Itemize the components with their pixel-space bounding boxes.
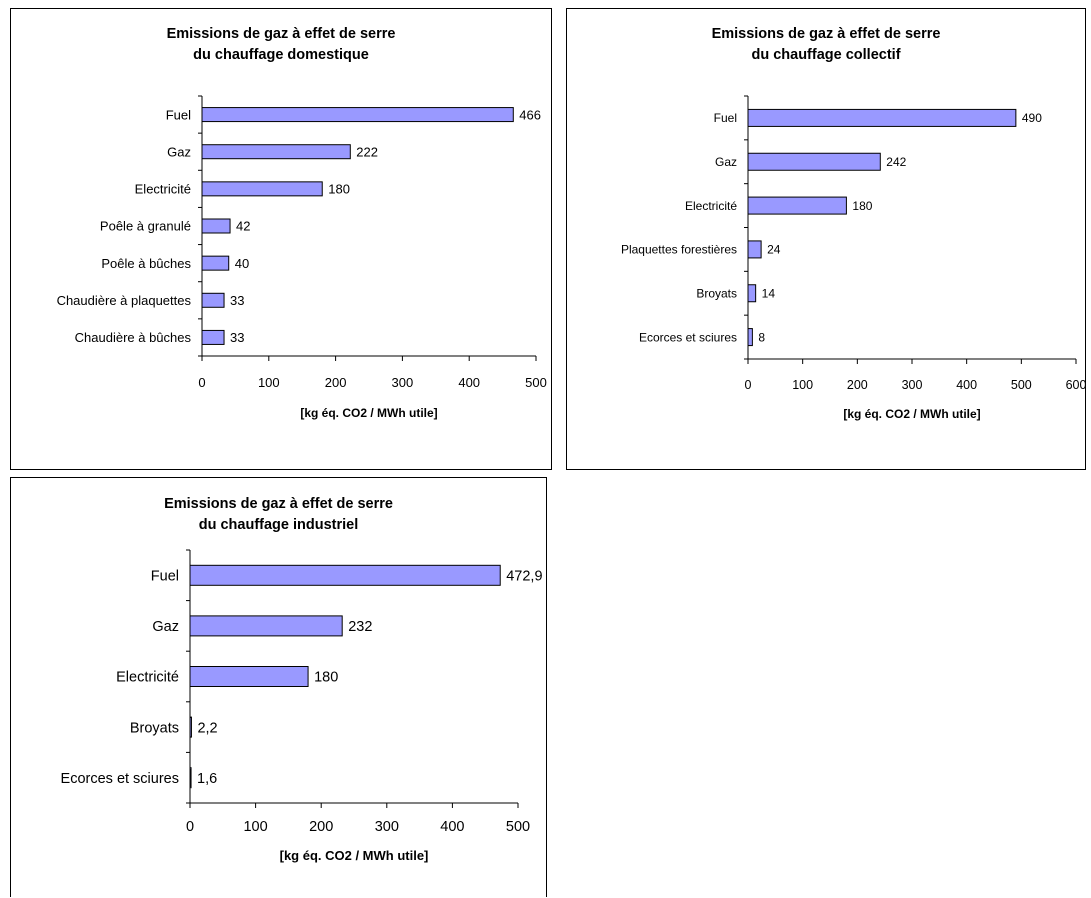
x-tick-label: 100 — [258, 375, 280, 390]
bar — [189, 767, 192, 789]
x-tick-label: 300 — [392, 375, 414, 390]
x-axis-title: [kg éq. CO2 / MWh utile] — [300, 406, 437, 420]
data-label: 242 — [886, 155, 906, 169]
chart-title-line-2: du chauffage industriel — [198, 517, 359, 533]
chart-title: Emissions de gaz à effet de serre du cha… — [11, 494, 546, 536]
data-label: 222 — [356, 144, 378, 159]
chart-title-line-1: Emissions de gaz à effet de serre — [164, 496, 393, 512]
bar — [201, 329, 225, 345]
x-tick-label: 100 — [243, 819, 267, 835]
x-tick-label: 300 — [375, 819, 399, 835]
chart-title-line-2: du chauffage collectif — [751, 47, 901, 63]
data-label: 472,9 — [506, 569, 542, 585]
data-label: 42 — [236, 219, 250, 234]
bar — [189, 615, 343, 637]
x-axis-title: [kg éq. CO2 / MWh utile] — [843, 407, 980, 421]
x-tick-label: 300 — [902, 378, 923, 392]
bar — [201, 255, 230, 271]
data-label: 14 — [762, 287, 776, 301]
bar — [747, 108, 1017, 127]
data-label: 24 — [767, 243, 781, 257]
x-tick-label: 0 — [745, 378, 752, 392]
data-label: 1,6 — [197, 771, 217, 787]
x-tick-label: 0 — [198, 375, 205, 390]
x-tick-label: 500 — [506, 819, 530, 835]
category-label: Chaudière à bûches — [75, 330, 192, 345]
chart-panel-industriel: Emissions de gaz à effet de serre du cha… — [10, 477, 547, 897]
x-tick-label: 500 — [525, 375, 547, 390]
category-label: Electricité — [116, 670, 179, 686]
x-tick-label: 200 — [847, 378, 868, 392]
category-label: Poêle à granulé — [100, 219, 191, 234]
bar-chart-domestique: 0 100 200 300 400 500 Fuel 466 Gaz 222 Electricité… — [57, 95, 547, 420]
category-label: Broyats — [130, 720, 179, 736]
chart-title-line-1: Emissions de gaz à effet de serre — [711, 26, 941, 42]
category-label: Ecorces et sciures — [639, 330, 737, 344]
category-label: Poêle à bûches — [101, 256, 191, 271]
bar — [747, 152, 881, 171]
category-label: Chaudière à plaquettes — [57, 293, 192, 308]
bar — [747, 284, 757, 303]
x-tick-label: 400 — [440, 819, 464, 835]
category-label: Fuel — [166, 107, 191, 122]
data-label: 466 — [519, 107, 541, 122]
x-tick-label: 400 — [458, 375, 480, 390]
chart-panel-domestique: Emissions de gaz à effet de serre du cha… — [10, 8, 552, 470]
data-label: 180 — [852, 199, 872, 213]
category-label: Gaz — [715, 155, 737, 169]
category-label: Fuel — [714, 111, 737, 125]
data-label: 8 — [758, 330, 765, 344]
data-label: 232 — [348, 619, 372, 635]
bar — [201, 292, 225, 308]
category-label: Fuel — [151, 569, 179, 585]
bar — [201, 218, 231, 234]
bar-chart-collectif: 0 100 200 300 400 500 600 Fuel 490 Gaz 242 Electric… — [621, 95, 1087, 421]
bar-chart-industriel: 0 100 200 300 400 500 Fuel 472,9 Gaz 232 Electrici… — [61, 549, 543, 863]
category-label: Plaquettes forestières — [621, 243, 737, 257]
bar — [189, 666, 309, 687]
data-label: 180 — [314, 670, 338, 686]
bar — [201, 107, 514, 123]
x-tick-label: 0 — [186, 819, 194, 835]
data-label: 2,2 — [197, 720, 217, 736]
category-label: Gaz — [167, 144, 191, 159]
chart-title-line-2: du chauffage domestique — [193, 47, 369, 63]
x-tick-label: 200 — [325, 375, 347, 390]
category-label: Electricité — [685, 199, 737, 213]
chart-title: Emissions de gaz à effet de serre du cha… — [11, 24, 551, 66]
x-axis-title: [kg éq. CO2 / MWh utile] — [280, 848, 429, 863]
x-tick-label: 600 — [1066, 378, 1087, 392]
x-tick-label: 100 — [792, 378, 813, 392]
x-tick-label: 500 — [1011, 378, 1032, 392]
category-label: Ecorces et sciures — [61, 771, 179, 787]
x-tick-label: 200 — [309, 819, 333, 835]
bar — [747, 240, 762, 259]
x-tick-label: 400 — [956, 378, 977, 392]
data-label: 490 — [1022, 111, 1042, 125]
bar — [189, 564, 501, 586]
data-label: 40 — [235, 256, 249, 271]
bar — [201, 144, 351, 160]
bar — [747, 196, 847, 215]
category-label: Gaz — [152, 619, 179, 635]
category-label: Broyats — [696, 287, 737, 301]
data-label: 33 — [230, 293, 244, 308]
data-label: 33 — [230, 330, 244, 345]
chart-title: Emissions de gaz à effet de serre du cha… — [567, 24, 1085, 66]
bar — [201, 181, 323, 197]
bar — [747, 328, 753, 347]
bar — [189, 716, 192, 738]
category-label: Electricité — [135, 182, 191, 197]
data-label: 180 — [328, 182, 350, 197]
chart-panel-collectif: Emissions de gaz à effet de serre du cha… — [566, 8, 1086, 470]
chart-title-line-1: Emissions de gaz à effet de serre — [166, 26, 396, 42]
